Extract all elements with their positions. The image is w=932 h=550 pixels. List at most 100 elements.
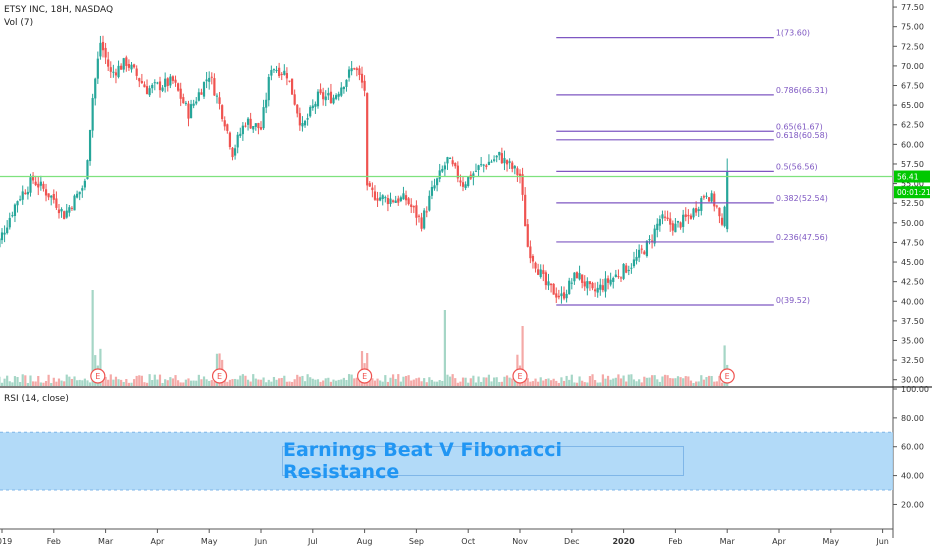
volume-bar	[682, 378, 685, 386]
candle-body	[705, 195, 708, 197]
volume-bar	[702, 379, 705, 386]
volume-bar	[246, 379, 250, 386]
candle-body	[218, 97, 221, 104]
volume-bar	[381, 381, 384, 386]
candle-body	[454, 163, 457, 167]
candle-body	[195, 101, 198, 104]
candle-body	[526, 224, 529, 247]
y-tick-label: 50.00	[901, 219, 924, 228]
volume-bar	[360, 351, 364, 386]
candle-body	[498, 151, 501, 156]
volume-bar	[78, 379, 81, 386]
candle-body	[679, 222, 682, 228]
volume-bar	[262, 377, 265, 386]
candle-body	[221, 105, 224, 120]
candle-body	[259, 127, 263, 130]
x-tick-label: Mar	[98, 537, 114, 546]
candle-body	[202, 82, 206, 97]
volume-bar	[187, 378, 190, 386]
candle-body	[283, 70, 286, 75]
volume-bar	[70, 378, 74, 386]
rsi-y-tick-label: 80.00	[901, 414, 924, 423]
volume-bar	[689, 380, 693, 386]
candle-body	[192, 103, 195, 106]
volume-bar	[428, 377, 431, 386]
candle-body	[596, 287, 599, 293]
volume-bar	[562, 380, 566, 386]
candle-body	[309, 107, 312, 117]
candle-body	[316, 91, 320, 107]
volume-bar	[715, 381, 718, 386]
candle-body	[94, 78, 97, 99]
candle-body	[127, 64, 131, 68]
volume-bar	[143, 382, 146, 386]
volume-bar	[531, 381, 535, 386]
x-tick-label: Nov	[512, 537, 528, 546]
volume-bar	[656, 379, 659, 386]
volume-bar	[697, 381, 700, 386]
volume-bar	[52, 377, 55, 386]
candle-body	[645, 240, 649, 257]
earnings-marker-label: E	[95, 372, 100, 381]
candle-body	[438, 170, 441, 179]
volume-bar	[192, 380, 195, 386]
candle-body	[16, 201, 19, 206]
volume-bar	[290, 381, 294, 386]
volume-bar	[606, 375, 610, 386]
volume-bar	[638, 379, 641, 386]
volume-bar	[306, 374, 309, 386]
volume-bar	[329, 381, 333, 386]
volume-bar	[76, 380, 79, 386]
volume-bar	[461, 377, 465, 386]
volume-bar	[586, 382, 589, 386]
volume-bar	[578, 376, 581, 386]
candle-body	[609, 279, 612, 285]
candle-body	[625, 265, 628, 273]
candle-body	[132, 64, 136, 68]
candle-body	[65, 210, 68, 218]
volume-bar	[13, 376, 17, 386]
candle-body	[640, 248, 643, 250]
candle-body	[723, 206, 726, 227]
volume-bar	[265, 382, 268, 386]
volume-bar	[340, 379, 343, 386]
volume-bar	[283, 375, 286, 386]
candle-body	[464, 184, 467, 189]
volume-bar	[627, 374, 630, 386]
candle-body	[177, 83, 180, 91]
candle-body	[500, 153, 503, 164]
x-tick-label: Apr	[772, 537, 787, 546]
volume-bar	[720, 382, 724, 386]
candle-body	[19, 199, 22, 201]
candle-body	[114, 72, 118, 76]
candle-body	[472, 173, 475, 178]
candle-body	[335, 95, 338, 99]
candle-body	[156, 82, 159, 84]
candle-body	[296, 104, 299, 114]
volume-bar	[73, 376, 76, 386]
volume-bar	[158, 374, 162, 386]
volume-bar	[11, 382, 14, 386]
volume-bar	[37, 375, 40, 386]
candle-body	[394, 200, 397, 203]
volume-bar	[661, 376, 664, 386]
x-tick-label: Mar	[720, 537, 736, 546]
candle-body	[337, 93, 340, 97]
candle-body	[511, 162, 514, 169]
volume-bar	[399, 381, 402, 386]
candles	[0, 35, 729, 304]
volume-bar	[117, 379, 120, 386]
volume-bar	[239, 375, 242, 386]
x-tick-label: Dec	[564, 537, 579, 546]
candle-body	[658, 219, 661, 226]
volume-bar	[410, 380, 413, 386]
fib-label-0.618: 0.618(60.58)	[776, 131, 828, 140]
candle-body	[37, 183, 40, 188]
candle-body	[70, 207, 74, 209]
volume-bar	[371, 378, 374, 386]
volume-bar	[210, 380, 213, 386]
candle-body	[619, 277, 623, 279]
volume-bar	[467, 382, 470, 386]
candle-body	[601, 285, 604, 291]
